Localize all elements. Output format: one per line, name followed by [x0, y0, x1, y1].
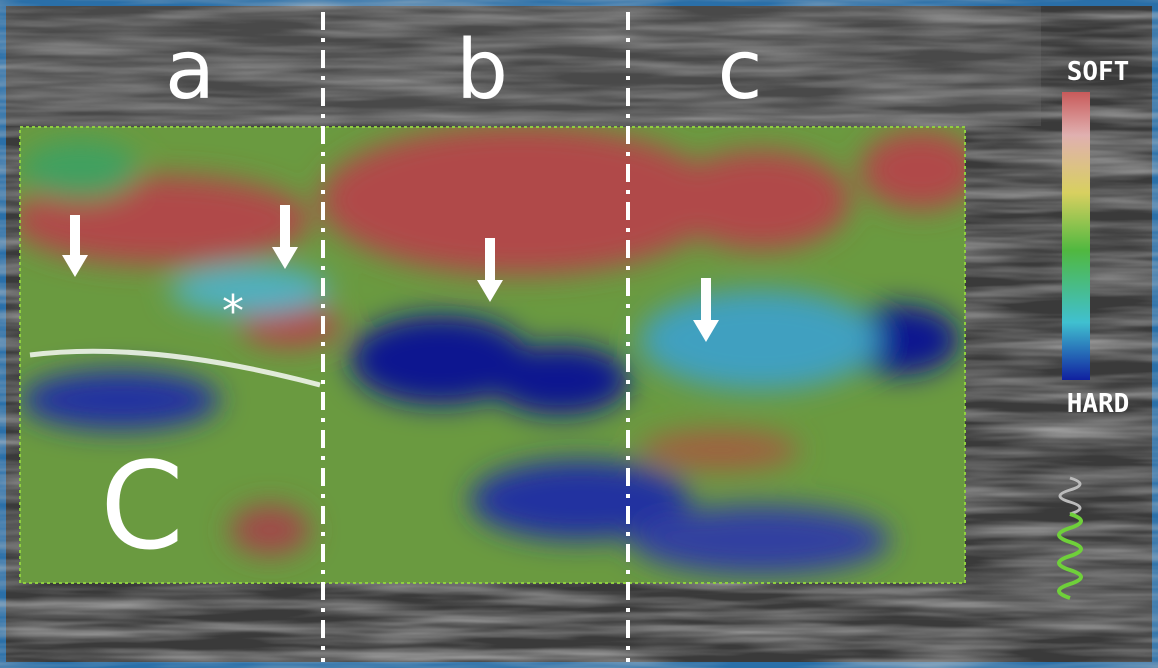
- scale-bottom: HARD: [1067, 389, 1130, 419]
- marker: *: [222, 286, 244, 337]
- zone-label: a: [165, 23, 215, 118]
- color-bar: [1062, 92, 1090, 380]
- region-label: C: [100, 438, 184, 577]
- zone-label: b: [456, 23, 508, 118]
- scale-top: SOFT: [1067, 57, 1130, 87]
- zone-label: c: [717, 23, 762, 118]
- upper-band: [6, 6, 1041, 126]
- elastography-image: a b c C * SOFT HARD: [0, 0, 1158, 668]
